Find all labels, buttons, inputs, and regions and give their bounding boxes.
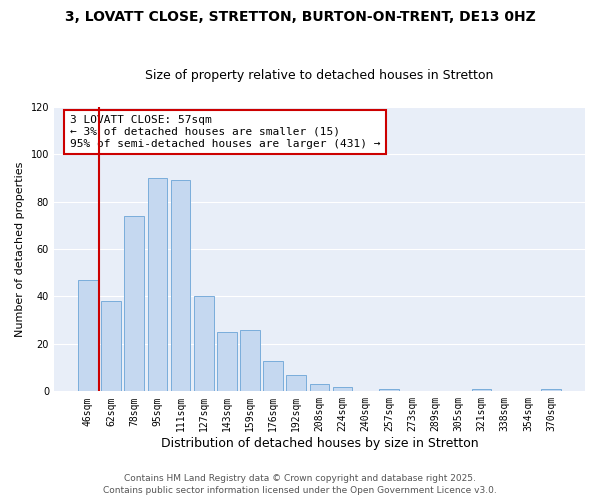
Bar — [379, 389, 399, 392]
Bar — [286, 374, 306, 392]
Bar — [333, 386, 352, 392]
Bar — [124, 216, 144, 392]
Bar — [170, 180, 190, 392]
Text: Contains HM Land Registry data © Crown copyright and database right 2025.
Contai: Contains HM Land Registry data © Crown c… — [103, 474, 497, 495]
Y-axis label: Number of detached properties: Number of detached properties — [15, 162, 25, 336]
Bar — [240, 330, 260, 392]
Bar — [310, 384, 329, 392]
Bar — [541, 389, 561, 392]
Bar — [78, 280, 98, 392]
Bar — [101, 301, 121, 392]
Bar — [263, 360, 283, 392]
Bar — [472, 389, 491, 392]
Text: 3, LOVATT CLOSE, STRETTON, BURTON-ON-TRENT, DE13 0HZ: 3, LOVATT CLOSE, STRETTON, BURTON-ON-TRE… — [65, 10, 535, 24]
Text: 3 LOVATT CLOSE: 57sqm
← 3% of detached houses are smaller (15)
95% of semi-detac: 3 LOVATT CLOSE: 57sqm ← 3% of detached h… — [70, 116, 380, 148]
Bar — [148, 178, 167, 392]
Title: Size of property relative to detached houses in Stretton: Size of property relative to detached ho… — [145, 69, 494, 82]
Bar — [217, 332, 236, 392]
Bar — [194, 296, 214, 392]
X-axis label: Distribution of detached houses by size in Stretton: Distribution of detached houses by size … — [161, 437, 478, 450]
